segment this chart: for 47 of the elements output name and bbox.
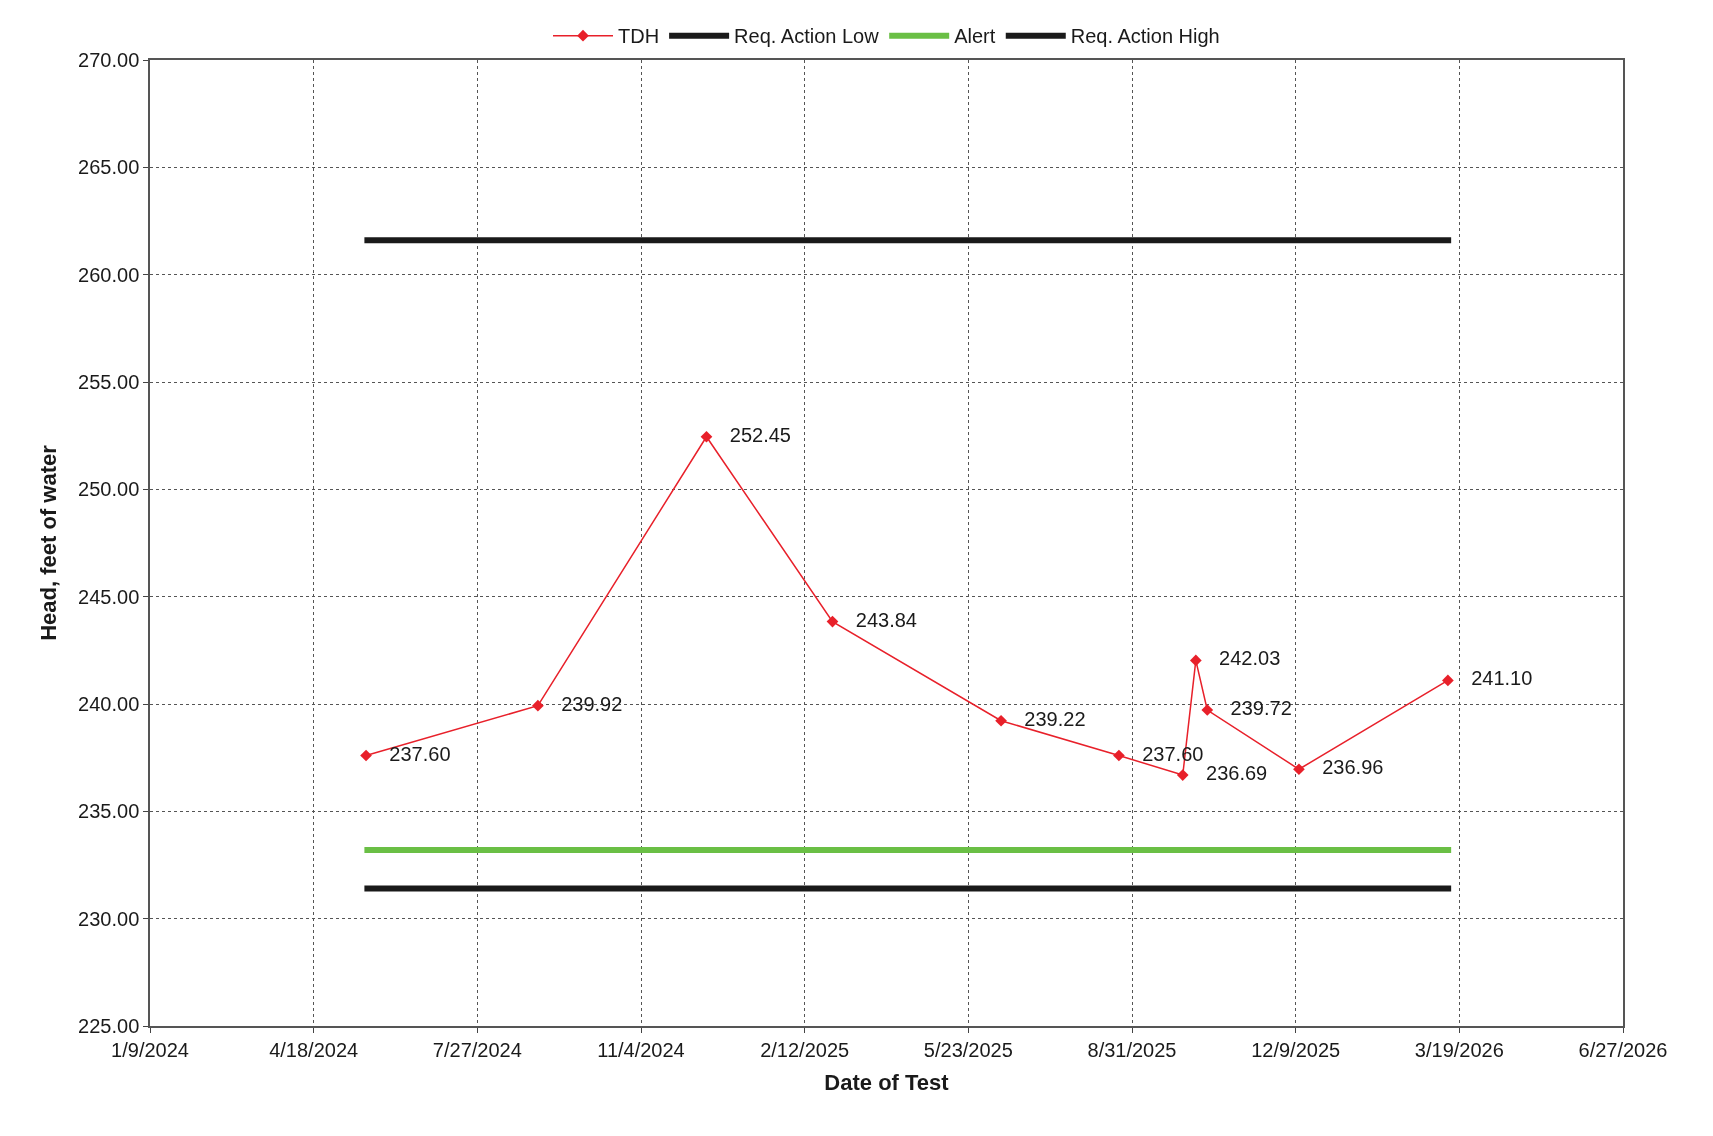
x-tick-label: 4/18/2024	[269, 1038, 359, 1061]
y-tick-label: 225.00	[78, 1015, 140, 1037]
x-tick-label: 3/19/2026	[1414, 1038, 1504, 1061]
x-tick-label: 11/4/2024	[597, 1038, 685, 1061]
point	[1176, 769, 1189, 781]
point	[1189, 654, 1202, 667]
x-tick-label: 1/9/2024	[111, 1038, 189, 1061]
x-tick-label: 7/27/2024	[432, 1038, 522, 1061]
x-tick-label: 8/31/2025	[1087, 1038, 1177, 1061]
point	[532, 699, 544, 712]
data-label: 239.92	[544, 692, 623, 715]
point	[700, 430, 713, 443]
y-tick-label: 255.00	[78, 371, 140, 393]
y-tick-label: 265.00	[78, 156, 140, 179]
x-axis-title: Date of Test	[824, 1070, 950, 1096]
data-label: 239.72	[1213, 697, 1292, 720]
x-tick-label: 12/9/2025	[1251, 1038, 1341, 1061]
y-tick-label: 270.00	[78, 49, 140, 71]
data-label: 239.22	[1007, 707, 1086, 730]
data-label: 243.84	[839, 608, 917, 631]
point	[1113, 749, 1125, 762]
point	[360, 749, 372, 762]
legend-label: TDH	[618, 25, 660, 48]
x-tick-label: 2/12/2025	[760, 1038, 850, 1061]
y-tick-label: 245.00	[78, 585, 140, 608]
x-tick-label: 5/23/2025	[923, 1038, 1013, 1061]
y-tick-label: 250.00	[78, 478, 140, 501]
point	[1442, 674, 1454, 687]
data-label: 252.45	[713, 423, 791, 446]
point	[1201, 704, 1214, 716]
data-label: 236.96	[1305, 756, 1384, 779]
data-label: 242.03	[1202, 647, 1281, 670]
y-tick-label: 260.00	[78, 263, 140, 286]
y-tick-label: 230.00	[78, 907, 140, 930]
data-label: 241.10	[1454, 667, 1533, 690]
x-tick-label: 6/27/2026	[1578, 1038, 1668, 1061]
data-label: 237.60	[372, 742, 451, 765]
legend-label: Alert	[954, 25, 996, 48]
point	[1293, 763, 1305, 776]
data-label: 236.69	[1206, 762, 1268, 785]
legend-label: Req. Action High	[1070, 25, 1220, 48]
y-axis-title: Head, feet of water	[36, 444, 62, 641]
point	[826, 615, 839, 628]
point	[995, 714, 1007, 727]
y-tick-label: 235.00	[78, 800, 140, 823]
legend-label: Req. Action Low	[734, 25, 880, 48]
y-tick-label: 240.00	[78, 693, 140, 715]
